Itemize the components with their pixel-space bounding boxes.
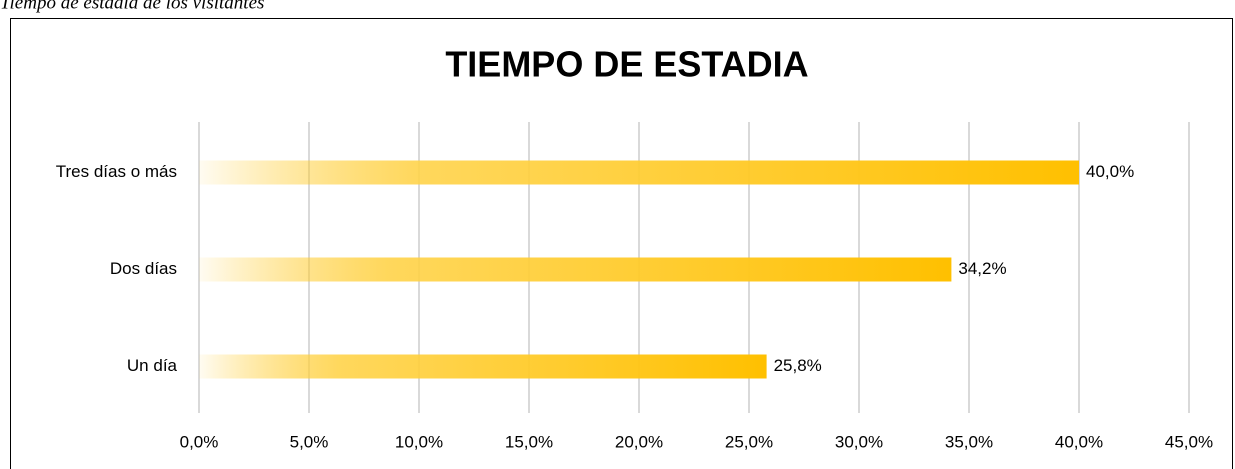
chart-border (10, 18, 1233, 469)
x-tick-label: 0,0% (180, 432, 219, 451)
x-tick-label: 40,0% (1055, 432, 1103, 451)
y-tick-label: Dos días (110, 259, 177, 278)
x-tick-label: 5,0% (290, 432, 329, 451)
bar (199, 257, 952, 282)
value-label: 40,0% (1086, 162, 1134, 181)
x-tick-label: 45,0% (1165, 432, 1213, 451)
x-tick-label: 10,0% (395, 432, 443, 451)
x-tick-label: 30,0% (835, 432, 883, 451)
chart-title: TIEMPO DE ESTADIA (445, 44, 808, 85)
value-label: 34,2% (958, 259, 1006, 278)
value-label: 25,8% (774, 356, 822, 375)
y-tick-label: Un día (127, 356, 178, 375)
bar (199, 160, 1079, 185)
y-tick-label: Tres días o más (56, 162, 177, 181)
x-tick-label: 20,0% (615, 432, 663, 451)
bar (199, 354, 767, 379)
x-tick-label: 35,0% (945, 432, 993, 451)
x-tick-label: 25,0% (725, 432, 773, 451)
caption: Tiempo de estadía de los visitantes (0, 0, 264, 13)
x-tick-label: 15,0% (505, 432, 553, 451)
